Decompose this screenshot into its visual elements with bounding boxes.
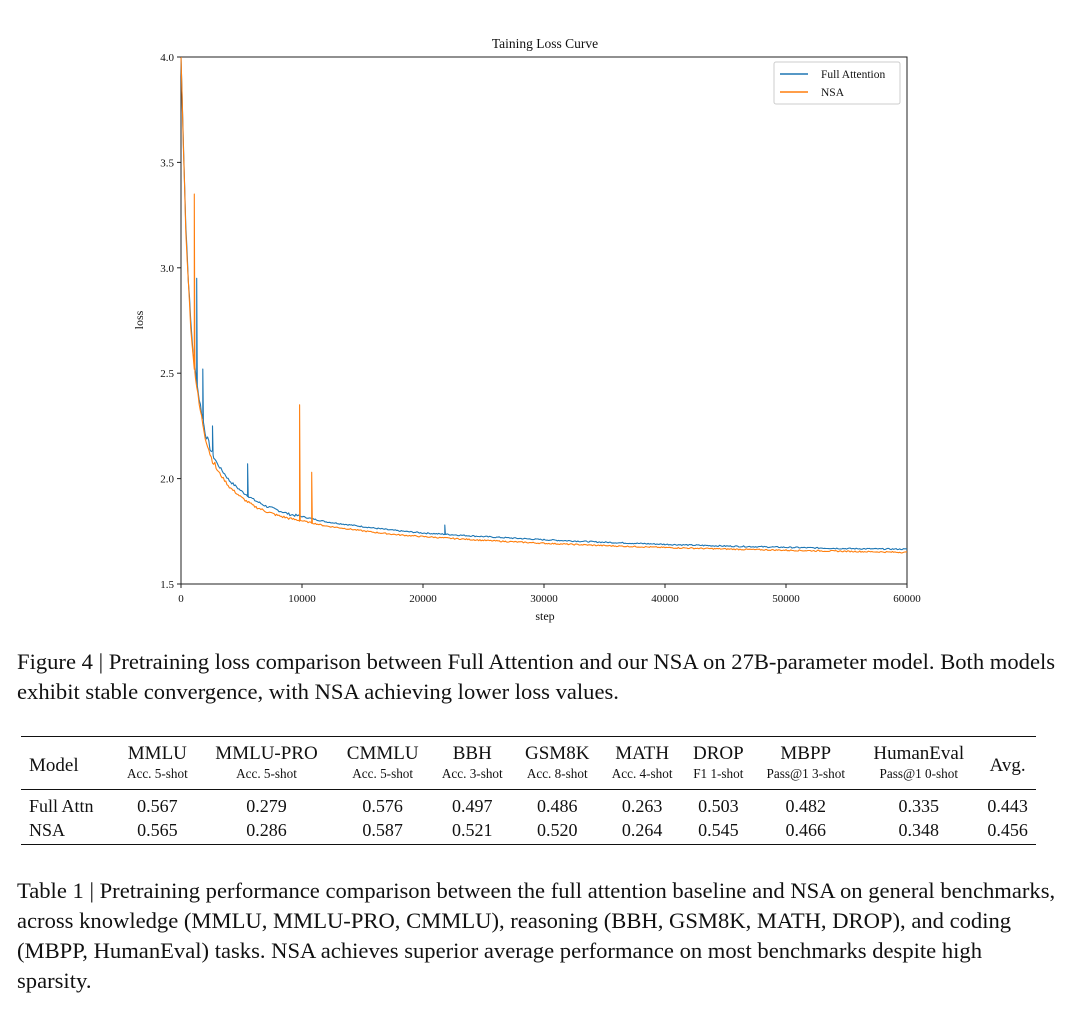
cell-value: 0.497 [452,796,493,816]
col-header-mmlu: MMLU [127,743,187,764]
table-row: NSA 0.565 0.286 0.587 0.521 0.520 0.264 … [21,818,1036,845]
cell-value: 0.521 [452,820,493,840]
row-model-name: NSA [29,820,66,840]
series-layer [180,56,908,554]
y-tick-label: 3.0 [160,263,174,275]
col-sub-gsm8k: Acc. 8-shot [526,766,588,781]
col-sub-mbpp: Pass@1 3-shot [766,766,845,781]
x-tick-label: 40000 [651,593,679,605]
cell-value: 0.335 [898,796,940,816]
loss-curve-figure: 0 10000 20000 30000 40000 50000 60000 1.5 2.0 2.… [132,36,921,623]
cell-value: 0.263 [621,796,663,816]
cell-value: 0.545 [698,820,739,840]
x-tick-label: 30000 [530,593,558,605]
col-header-mbpp: MBPP [780,743,832,764]
series-line-nsa [180,56,908,554]
cell-avg: 0.456 [987,820,1028,840]
col-header-math: MATH [615,743,670,764]
col-sub-drop: F1 1-shot [693,766,744,781]
legend-label-full-attention: Full Attention [821,69,885,81]
cell-value: 0.587 [362,820,403,840]
col-header-mmlu-pro: MMLU-PRO [215,743,318,764]
cell-value: 0.348 [898,820,940,840]
cell-value: 0.567 [137,796,178,816]
legend: Full Attention NSA [773,61,901,105]
cell-value: 0.503 [698,796,739,816]
cell-avg: 0.443 [987,796,1028,816]
x-tick-label: 10000 [288,593,316,605]
benchmark-table: Model MMLU MMLU-PRO CMMLU BBH GSM8K MATH… [21,736,1036,845]
y-tick-label: 4.0 [160,52,174,64]
col-sub-mmlu-pro: Acc. 5-shot [236,766,297,781]
col-header-bbh: BBH [452,743,492,764]
figure-caption: Figure 4 | Pretraining loss comparison b… [17,649,1056,704]
y-tick-label: 3.5 [160,157,174,169]
x-tick-label: 60000 [893,593,921,605]
col-sub-math: Acc. 4-shot [611,766,673,781]
cell-value: 0.486 [536,796,578,816]
legend-box [773,61,901,105]
col-sub-humaneval: Pass@1 0-shot [879,766,958,781]
col-header-humaneval: HumanEval [873,743,965,764]
cell-value: 0.466 [785,820,827,840]
col-sub-mmlu: Acc. 5-shot [126,766,188,781]
col-header-cmmlu: CMMLU [346,743,419,764]
x-tick-label: 50000 [772,593,800,605]
cell-value: 0.482 [785,796,827,816]
col-sub-bbh: Acc. 3-shot [441,766,503,781]
table-row: Full Attn 0.567 0.279 0.576 0.497 0.486 … [21,790,1036,819]
y-tick-label: 2.5 [160,368,174,380]
cell-value: 0.286 [246,820,287,840]
plot-frame [180,56,908,585]
legend-label-nsa: NSA [821,87,845,99]
x-axis-label: step [535,609,554,623]
x-tick-label: 0 [178,593,184,605]
series-line-full-attention [180,57,908,551]
cell-value: 0.264 [621,820,663,840]
cell-value: 0.279 [246,796,287,816]
y-tick-label: 2.0 [160,474,174,486]
col-header-gsm8k: GSM8K [525,743,590,764]
cell-value: 0.520 [536,820,578,840]
y-tick-label: 1.5 [160,579,174,591]
table-caption: Table 1 | Pretraining performance compar… [17,878,1056,993]
col-header-drop: DROP [692,743,744,764]
cell-value: 0.565 [137,820,178,840]
table-header-model: Model [29,755,79,776]
x-axis-ticks: 0 10000 20000 30000 40000 50000 60000 [178,584,921,605]
chart-title: Taining Loss Curve [492,36,598,51]
cell-value: 0.576 [362,796,403,816]
table-header-avg: Avg. [989,755,1026,776]
row-model-name: Full Attn [29,796,94,816]
y-axis-ticks: 1.5 2.0 2.5 3.0 3.5 4.0 [160,52,181,591]
y-axis-label: loss [132,310,146,329]
x-tick-label: 20000 [409,593,437,605]
col-sub-cmmlu: Acc. 5-shot [352,766,414,781]
